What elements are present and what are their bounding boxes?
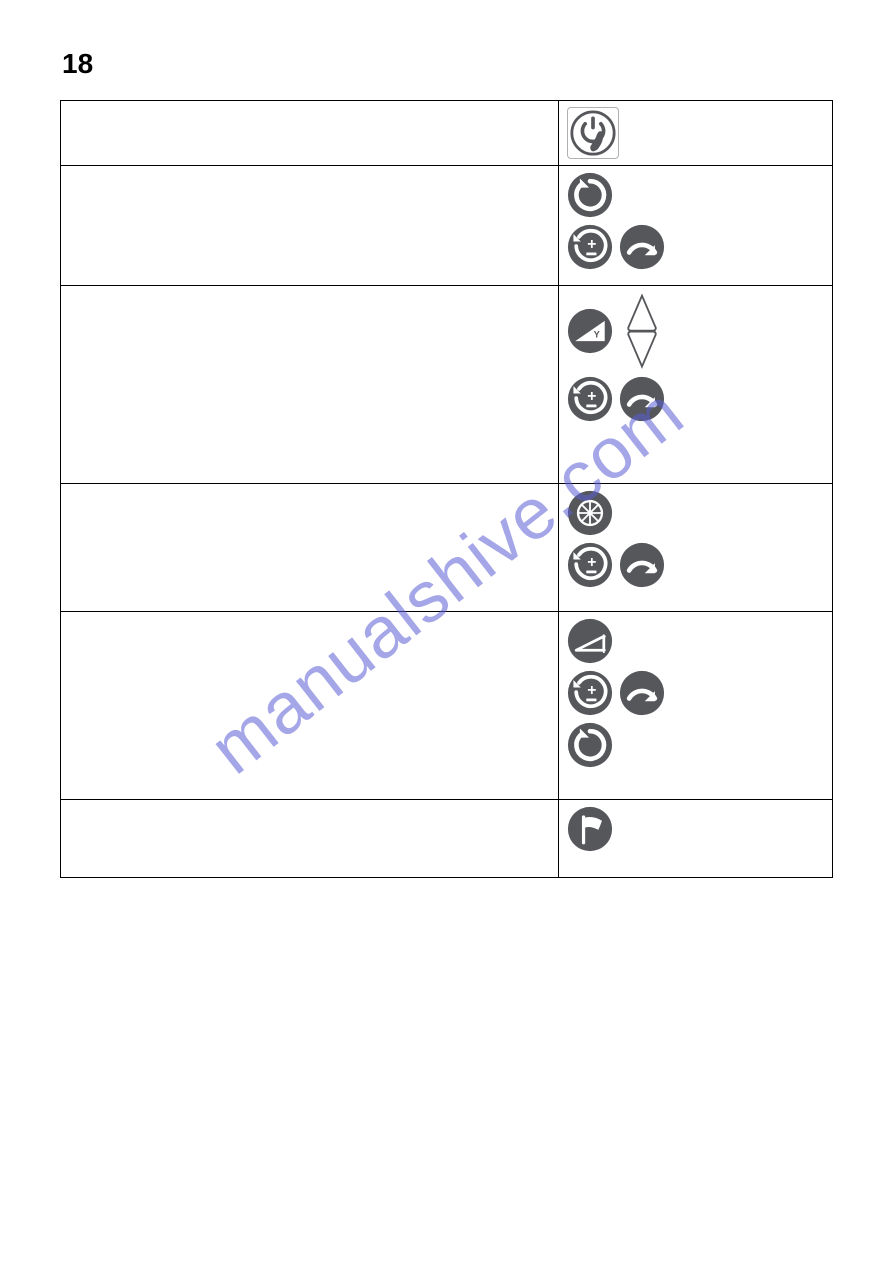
icon-row: [567, 490, 613, 536]
icons-cell: x Y +: [558, 286, 832, 484]
icon-stack: x Y +: [567, 292, 824, 422]
plus-minus-rotate-icon: +: [567, 670, 613, 716]
up-down-triangle-icon: [619, 292, 665, 370]
icon-row: [567, 107, 619, 159]
plus-minus-rotate-icon: +: [567, 376, 613, 422]
arrow-cw-icon: [619, 376, 665, 422]
icons-cell: +: [558, 612, 832, 800]
svg-text:+: +: [587, 682, 596, 699]
icon-row: [567, 722, 613, 768]
svg-text:+: +: [587, 236, 596, 253]
table-row: +: [61, 484, 833, 612]
icons-cell: [558, 101, 832, 166]
rotate-icon: [567, 172, 613, 218]
icon-row: [567, 618, 613, 664]
manual-page: 18 + x Y +: [0, 0, 893, 1263]
plus-minus-rotate-icon: +: [567, 542, 613, 588]
icon-row: +: [567, 224, 665, 270]
xy-ramp-icon: x Y: [567, 308, 613, 354]
power-icon: [570, 110, 616, 156]
svg-text:x: x: [581, 324, 587, 334]
table-row: [61, 101, 833, 166]
icons-cell: +: [558, 484, 832, 612]
description-cell: [61, 484, 559, 612]
description-cell: [61, 612, 559, 800]
icons-cell: [558, 800, 832, 878]
table-row: +: [61, 612, 833, 800]
table-row: [61, 800, 833, 878]
icon-row: +: [567, 376, 665, 422]
framed-icon: [567, 107, 619, 159]
table-row: +: [61, 166, 833, 286]
angle-span-icon: [567, 618, 613, 664]
arrow-cw-icon: [619, 670, 665, 716]
description-cell: [61, 166, 559, 286]
citrus-wheel-icon: [567, 490, 613, 536]
icon-row: +: [567, 542, 665, 588]
icon-stack: +: [567, 490, 824, 588]
description-cell: [61, 286, 559, 484]
icon-row: x Y: [567, 292, 665, 370]
svg-text:+: +: [587, 388, 596, 405]
icon-stack: [567, 107, 824, 159]
icon-row: [567, 172, 613, 218]
description-cell: [61, 101, 559, 166]
arrow-cw-icon: [619, 224, 665, 270]
icon-stack: +: [567, 618, 824, 768]
plus-minus-rotate-icon: +: [567, 224, 613, 270]
table-row: x Y +: [61, 286, 833, 484]
description-cell: [61, 800, 559, 878]
main-table: + x Y +: [60, 100, 833, 878]
rotate-icon: [567, 722, 613, 768]
flag-icon: [567, 806, 613, 852]
icon-row: +: [567, 670, 665, 716]
icon-stack: [567, 806, 824, 852]
icon-row: [567, 806, 613, 852]
icon-stack: +: [567, 172, 824, 270]
svg-text:Y: Y: [594, 330, 600, 340]
page-number: 18: [62, 48, 833, 80]
arrow-cw-icon: [619, 542, 665, 588]
svg-text:+: +: [587, 554, 596, 571]
icons-cell: +: [558, 166, 832, 286]
